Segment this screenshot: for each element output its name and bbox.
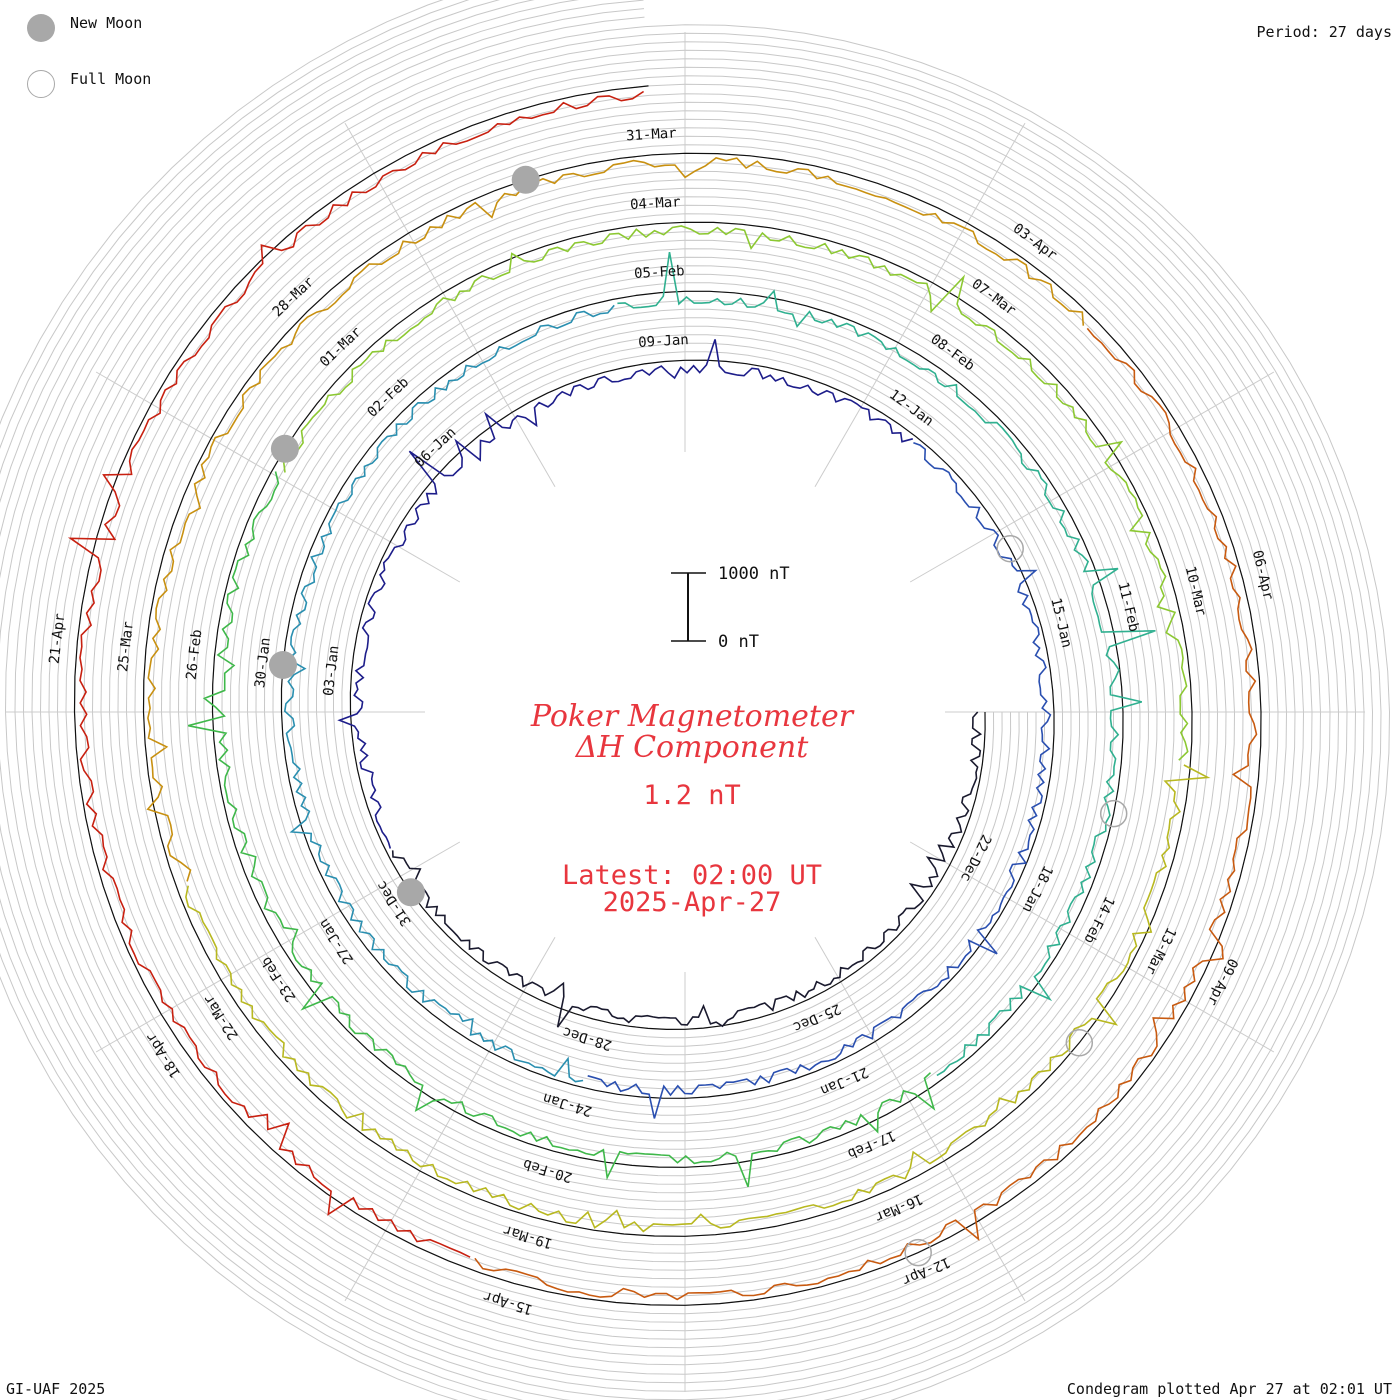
chart-subtitle: ΔH Component <box>575 730 809 765</box>
date-label: 21-Apr <box>47 613 69 665</box>
trace-segment <box>283 304 615 1083</box>
new-moon-marker <box>396 878 425 907</box>
grid-spoke <box>95 371 461 583</box>
full-moon-legend-label: Full Moon <box>70 70 152 88</box>
period-label: Period: 27 days <box>1256 23 1392 41</box>
moon-markers-layer <box>269 165 1128 1267</box>
full-moon-legend-icon <box>27 70 55 98</box>
grid-spoke <box>95 841 461 1053</box>
date-label: 28-Dec <box>561 1023 614 1053</box>
full-moon-marker <box>1099 799 1128 828</box>
grid-spoke <box>909 371 1275 583</box>
new-moon-marker <box>511 165 540 194</box>
date-label: 26-Feb <box>184 629 206 681</box>
trace-segment <box>67 90 645 1258</box>
scale-bar-bottom-label: 0 nT <box>718 632 759 652</box>
date-label: 03-Jan <box>321 645 343 697</box>
new-moon-legend-label: New Moon <box>70 14 143 32</box>
full-moon-marker <box>904 1238 932 1267</box>
trace-segment <box>187 471 936 1188</box>
trace-layer <box>67 90 1258 1301</box>
trace-segment <box>282 225 1189 761</box>
baseline-path <box>73 85 1262 1306</box>
date-label: 05-Feb <box>634 263 685 282</box>
trace-segment <box>474 327 1258 1301</box>
grid-spoke <box>344 122 556 488</box>
date-label: 17-Feb <box>845 1127 898 1162</box>
grid-spiral <box>0 8 1340 1384</box>
date-label: 04-Mar <box>630 194 681 213</box>
baseline-spiral <box>73 85 1262 1306</box>
grid-spoke <box>814 122 1026 488</box>
spokes-layer <box>5 32 1365 1392</box>
date-label: 24-Jan <box>541 1089 594 1119</box>
new-moon-marker <box>269 651 297 679</box>
new-moon-marker <box>270 434 299 463</box>
trace-segment <box>146 157 1085 882</box>
date-label: 25-Mar <box>115 621 137 673</box>
grid-spoke <box>344 936 556 1302</box>
credit-label: GI-UAF 2025 <box>6 1380 106 1398</box>
date-label: 30-Jan <box>252 637 274 689</box>
date-label: 21-Jan <box>818 1064 871 1099</box>
latest-value: 1.2 nT <box>643 780 741 811</box>
trace-segment <box>587 441 1052 1119</box>
scale-bar: 1000 nT 0 nT <box>671 564 790 652</box>
date-label: 16-Mar <box>872 1190 925 1225</box>
full-moon-marker <box>996 534 1024 563</box>
grid-spiral <box>0 0 1357 1400</box>
new-moon-legend-icon <box>27 14 55 42</box>
trace-segment <box>185 764 1211 1233</box>
trace-segment <box>617 251 1156 1077</box>
grid-spiral <box>0 0 1365 1400</box>
date-label: 25-Dec <box>790 1000 843 1035</box>
chart-title: Poker Magnetometer <box>530 699 855 734</box>
latest-time: Latest: 02:00 UT <box>562 860 822 891</box>
latest-date: 2025-Apr-27 <box>603 887 782 918</box>
date-label: 20-Feb <box>521 1155 574 1185</box>
full-moon-marker <box>1065 1029 1094 1057</box>
grid-spiral <box>0 0 1348 1392</box>
date-label: 15-Apr <box>482 1288 535 1318</box>
scale-bar-top-label: 1000 nT <box>718 564 790 584</box>
plotted-timestamp: Condegram plotted Apr 27 at 02:01 UT <box>1066 1380 1392 1398</box>
trace-segment <box>391 711 983 1028</box>
date-label: 09-Jan <box>638 332 689 351</box>
grid-spoke <box>909 841 1275 1053</box>
trace-segment <box>337 339 914 849</box>
date-label: 19-Mar <box>501 1222 554 1252</box>
date-label: 31-Mar <box>626 125 677 144</box>
grid-spoke <box>814 936 1026 1302</box>
